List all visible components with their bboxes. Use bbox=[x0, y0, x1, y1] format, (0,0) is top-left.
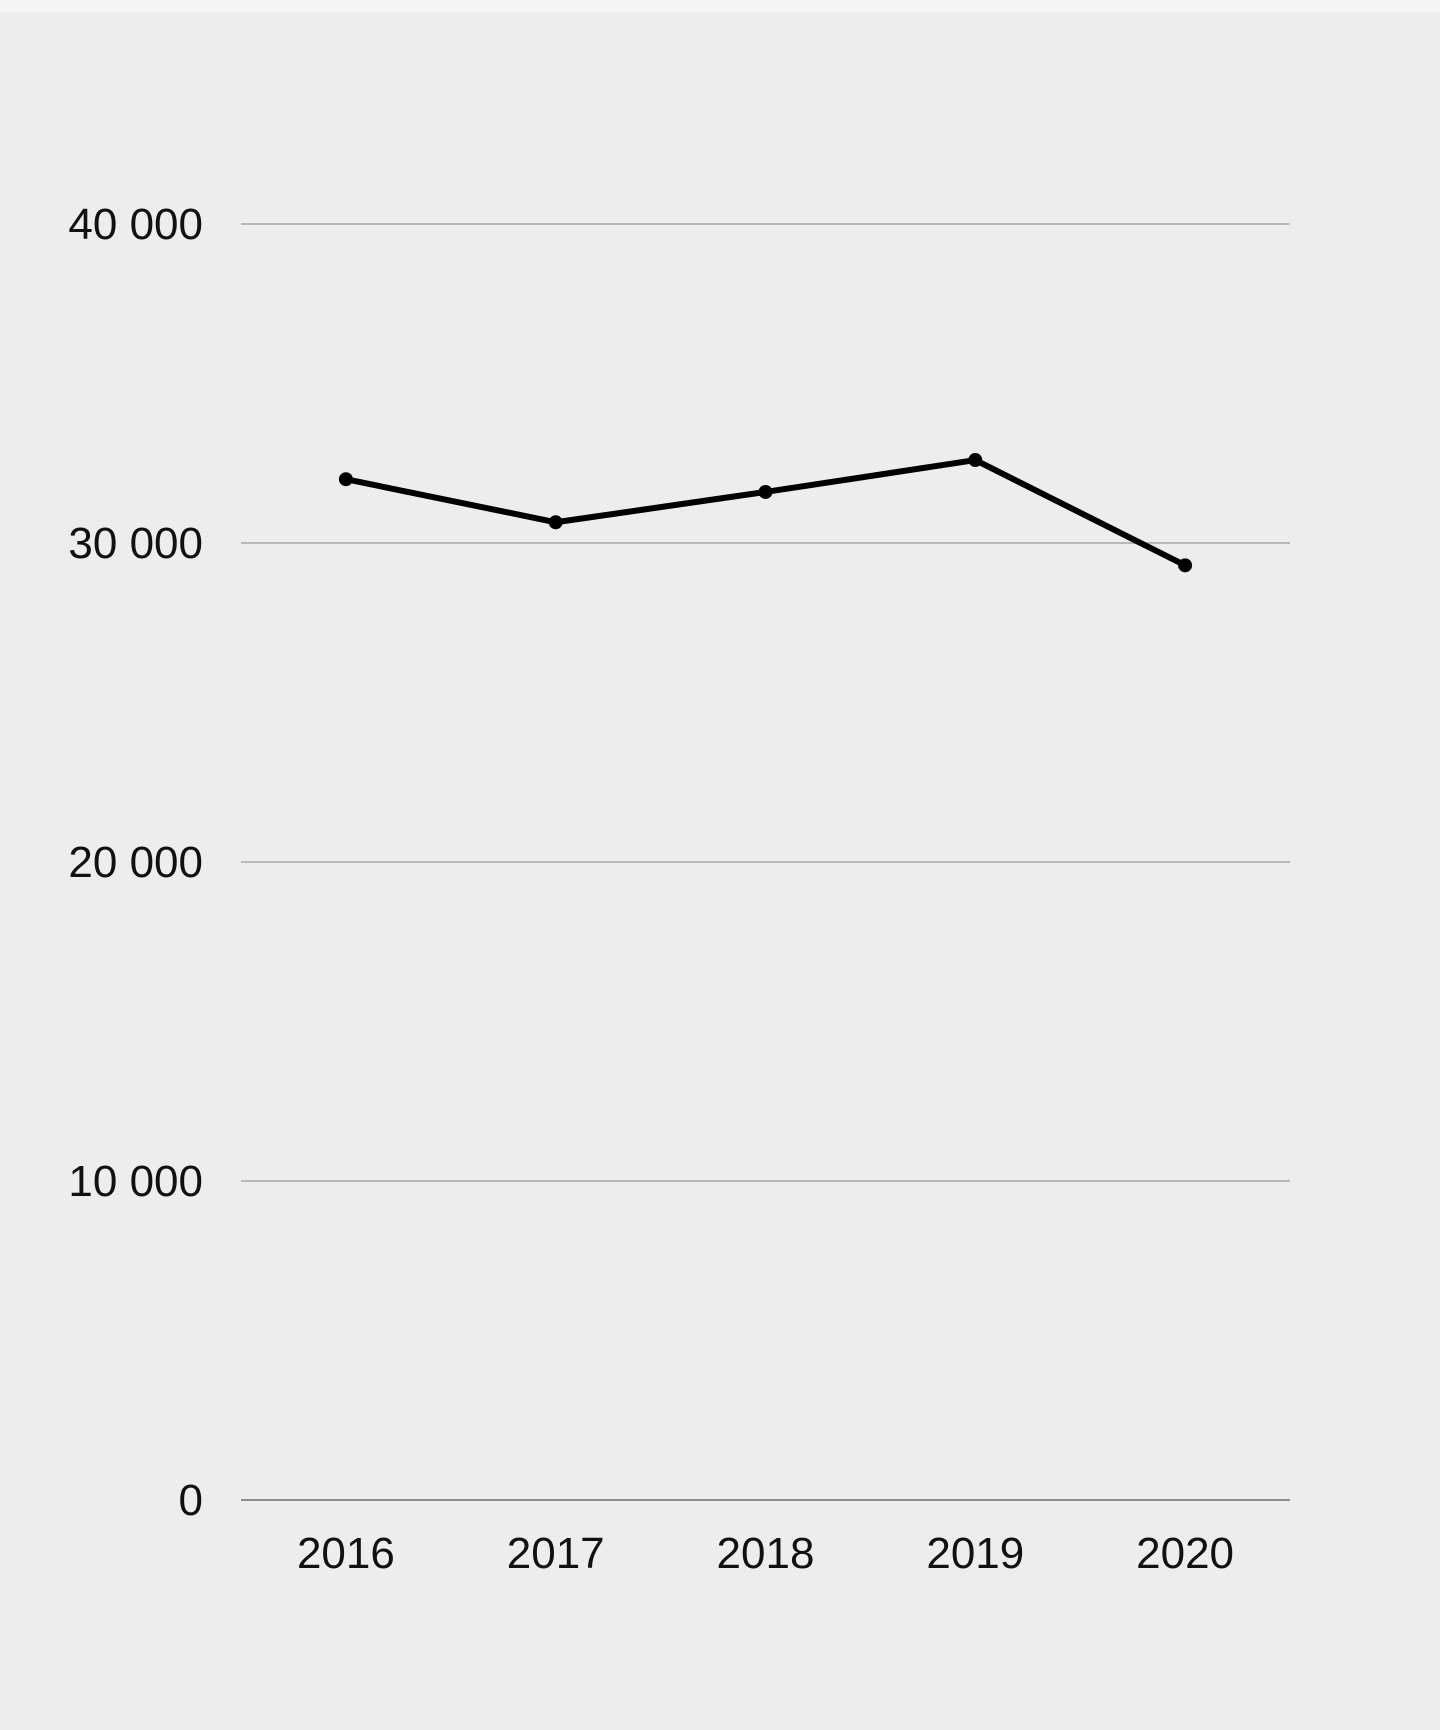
data-point bbox=[758, 484, 773, 499]
y-tick-label: 20 000 bbox=[68, 838, 203, 887]
series-line bbox=[342, 457, 1189, 569]
x-tick-label: 2020 bbox=[1136, 1529, 1234, 1578]
x-tick-label: 2019 bbox=[926, 1529, 1024, 1578]
top-strip bbox=[0, 0, 1440, 12]
x-axis-tick-labels: 2016 2017 2018 2019 2020 bbox=[297, 1529, 1234, 1578]
y-tick-label: 30 000 bbox=[68, 519, 203, 568]
x-tick-label: 2018 bbox=[717, 1529, 815, 1578]
gridlines bbox=[241, 223, 1290, 1501]
data-point bbox=[338, 472, 353, 487]
data-point bbox=[548, 515, 563, 530]
y-tick-label: 40 000 bbox=[68, 200, 203, 249]
y-axis-tick-labels: 0 10 000 20 000 30 000 40 000 bbox=[68, 200, 203, 1525]
series bbox=[338, 453, 1193, 573]
x-tick-label: 2017 bbox=[507, 1529, 605, 1578]
data-point bbox=[1178, 558, 1193, 573]
y-tick-label: 0 bbox=[179, 1476, 203, 1525]
data-point bbox=[968, 453, 983, 468]
x-tick-label: 2016 bbox=[297, 1529, 395, 1578]
y-tick-label: 10 000 bbox=[68, 1157, 203, 1206]
